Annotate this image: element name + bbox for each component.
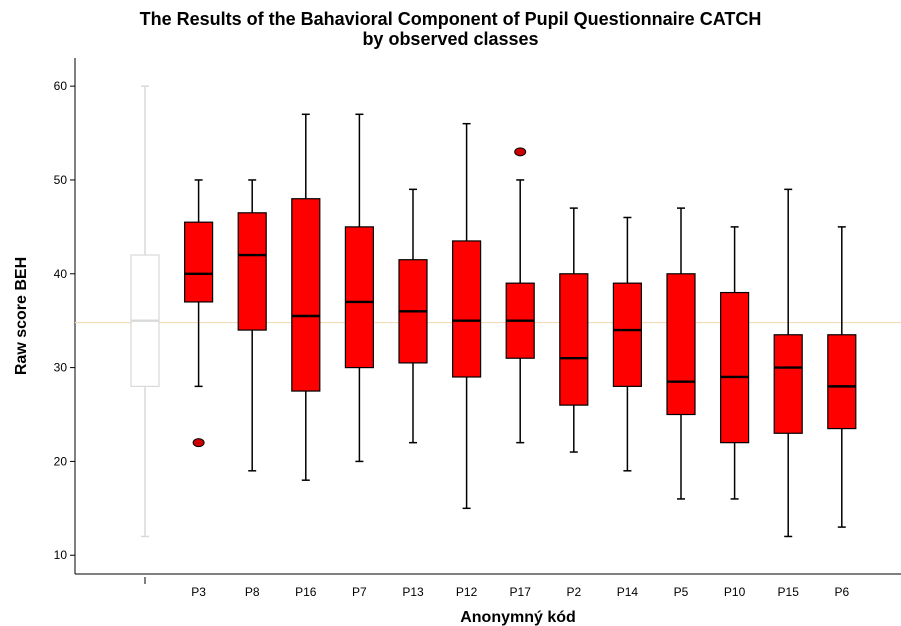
y-tick-label: 30: [54, 361, 68, 375]
x-tick-label: P7: [352, 585, 367, 599]
outlier-point: [192, 438, 205, 448]
box-p16: [291, 113, 321, 481]
y-tick-label: 10: [54, 548, 68, 562]
x-tick-label: P12: [456, 585, 478, 599]
x-tick-label: P15: [778, 585, 800, 599]
iqr-box: [237, 212, 267, 331]
box-p3: [184, 179, 214, 448]
y-tick-label: 50: [54, 173, 68, 187]
box-p5: [666, 207, 696, 500]
x-tick-label: P5: [674, 585, 689, 599]
x-tick-label: P10: [724, 585, 746, 599]
y-tick-label: 60: [54, 79, 68, 93]
iqr-box: [452, 240, 482, 378]
outlier-point: [514, 147, 527, 157]
x-axis-title: Anonymný kód: [460, 609, 576, 626]
x-tick-label: P14: [617, 585, 639, 599]
boxes-group: [130, 85, 857, 538]
labels-group: 10 20 30 40 50 60 Raw score BEH Anonymný kód P3 P…: [13, 79, 849, 626]
iqr-box: [291, 198, 321, 392]
chart-subtitle: by observed classes: [362, 29, 539, 49]
box-p6: [827, 226, 857, 528]
iqr-box: [344, 226, 374, 369]
iqr-box: [184, 221, 214, 303]
box-p10: [719, 226, 750, 500]
box-p17: [505, 147, 535, 444]
axes: [70, 58, 901, 584]
iqr-box: [612, 282, 643, 387]
y-tick-label: 40: [54, 267, 68, 281]
y-tick-label: 20: [54, 454, 68, 468]
box-p12: [452, 122, 482, 510]
chart-title: The Results of the Bahavioral Component …: [139, 9, 762, 29]
x-tick-label: P6: [834, 585, 849, 599]
box-p2: [559, 207, 589, 453]
y-axis-title: Raw score BEH: [13, 257, 30, 375]
x-tick-label: P16: [295, 585, 317, 599]
x-tick-label: P8: [245, 585, 260, 599]
box-p7: [344, 113, 374, 463]
iqr-box: [773, 334, 803, 434]
iqr-box: [559, 273, 589, 406]
x-tick-label: P17: [510, 585, 532, 599]
iqr-box: [719, 291, 750, 444]
box-p8: [237, 179, 267, 472]
box-p14: [612, 216, 643, 472]
x-tick-label: P13: [402, 585, 424, 599]
iqr-box: [827, 334, 857, 430]
x-tick-label: P2: [566, 585, 581, 599]
iqr-box: [666, 273, 696, 416]
box-p15: [773, 188, 803, 538]
x-tick-label: P3: [191, 585, 206, 599]
box-p13: [398, 188, 428, 444]
overall-box: [130, 85, 160, 538]
